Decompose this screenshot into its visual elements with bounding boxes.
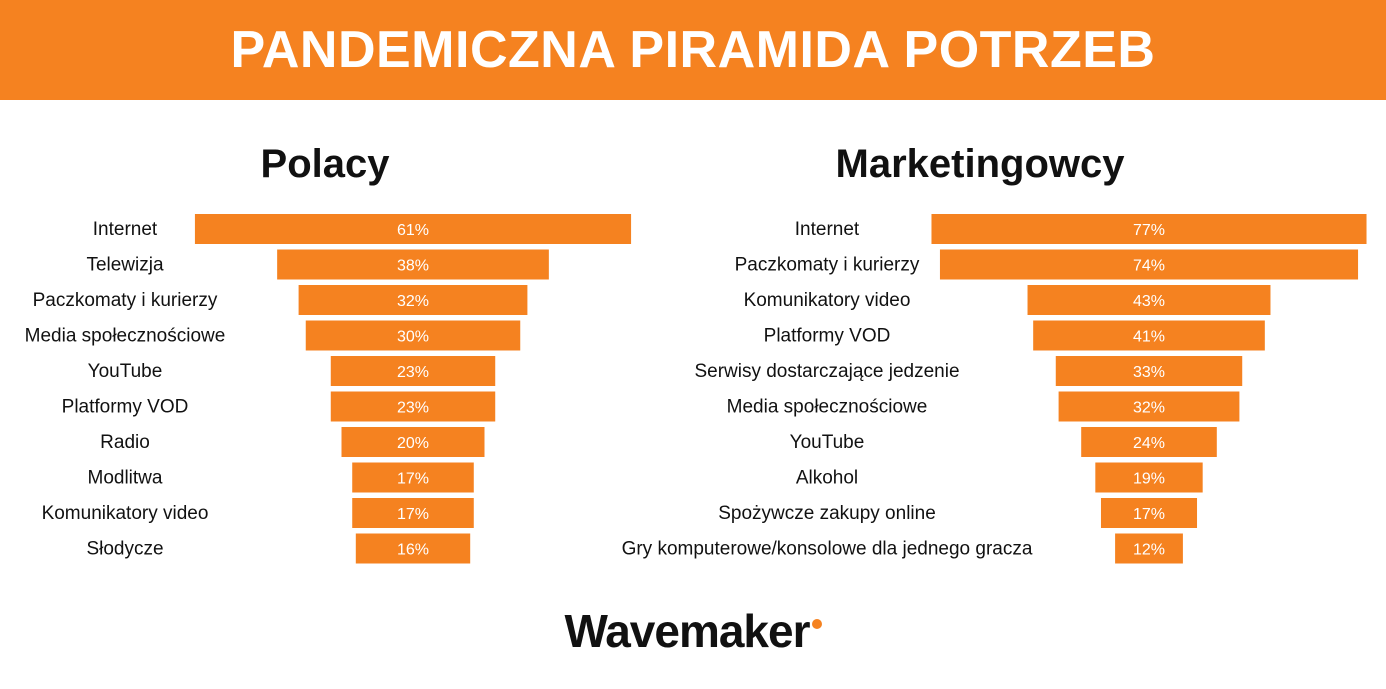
value-label-0-radio: 20% <box>397 435 429 452</box>
wavemaker-logo: Wavemaker <box>0 604 1386 658</box>
value-label-1-internet: 77% <box>1133 222 1165 239</box>
value-label-1-serwisy-dostarczaj-ce-jedzenie: 33% <box>1133 364 1165 381</box>
bar-1-alkohol <box>1095 462 1203 493</box>
category-label-1-platformy-vod: Platformy VOD <box>764 326 891 347</box>
header-banner: PANDEMICZNA PIRAMIDA POTRZEB <box>0 0 1386 100</box>
value-label-0-telewizja: 38% <box>397 258 429 275</box>
category-label-1-spo-ywcze-zakupy-online: Spożywcze zakupy online <box>718 503 936 524</box>
value-label-0-paczkomaty-i-kurierzy: 32% <box>397 293 429 310</box>
chart-title-polacy: Polacy <box>260 142 390 186</box>
bar-1-paczkomaty-i-kurierzy <box>939 249 1359 280</box>
value-label-0-komunikatory-video: 17% <box>397 506 429 523</box>
bar-0-media-spo-eczno-ciowe <box>305 320 521 351</box>
category-label-1-gry-komputerowe-konsolowe-dla-jednego-gracza: Gry komputerowe/konsolowe dla jednego gr… <box>622 539 1033 560</box>
category-label-0-modlitwa: Modlitwa <box>88 468 163 489</box>
category-label-1-komunikatory-video: Komunikatory video <box>744 290 911 311</box>
category-label-0-telewizja: Telewizja <box>86 255 164 276</box>
bar-0-komunikatory-video <box>352 498 474 528</box>
bar-0-s-odycze <box>355 533 471 564</box>
chart-title-marketingowcy: Marketingowcy <box>835 142 1125 186</box>
category-label-0-platformy-vod: Platformy VOD <box>62 397 189 418</box>
value-label-0-youtube: 23% <box>397 364 429 381</box>
value-label-1-youtube: 24% <box>1133 435 1165 452</box>
bar-1-gry-komputerowe-konsolowe-dla-jednego-gracza <box>1115 533 1183 564</box>
value-label-1-media-spo-eczno-ciowe: 32% <box>1133 400 1165 417</box>
value-label-1-alkohol: 19% <box>1133 471 1165 488</box>
value-label-0-platformy-vod: 23% <box>397 400 429 417</box>
bar-0-paczkomaty-i-kurierzy <box>298 285 528 315</box>
bar-0-internet <box>194 214 632 244</box>
category-label-1-paczkomaty-i-kurierzy: Paczkomaty i kurierzy <box>735 255 920 276</box>
bar-0-platformy-vod <box>330 391 496 422</box>
category-label-1-media-spo-eczno-ciowe: Media społecznościowe <box>727 397 928 418</box>
logo-dot-icon <box>811 619 822 629</box>
category-label-0-internet: Internet <box>93 219 158 240</box>
page-title: PANDEMICZNA PIRAMIDA POTRZEB <box>230 21 1156 79</box>
bar-0-modlitwa <box>352 462 474 493</box>
category-label-0-s-odycze: Słodycze <box>86 539 163 560</box>
category-label-1-youtube: YouTube <box>790 432 865 453</box>
value-label-1-paczkomaty-i-kurierzy: 74% <box>1133 258 1165 275</box>
brand-name: Wavemaker <box>564 605 810 657</box>
value-label-1-gry-komputerowe-konsolowe-dla-jednego-gracza: 12% <box>1133 542 1165 559</box>
category-label-1-internet: Internet <box>795 219 860 240</box>
category-label-0-media-spo-eczno-ciowe: Media społecznościowe <box>25 326 226 347</box>
category-label-0-paczkomaty-i-kurierzy: Paczkomaty i kurierzy <box>33 290 218 311</box>
bar-0-youtube <box>330 356 496 386</box>
bar-1-media-spo-eczno-ciowe <box>1058 391 1240 422</box>
value-label-1-spo-ywcze-zakupy-online: 17% <box>1133 506 1165 523</box>
category-label-1-serwisy-dostarczaj-ce-jedzenie: Serwisy dostarczające jedzenie <box>694 361 959 382</box>
value-label-0-internet: 61% <box>397 222 429 239</box>
bar-1-internet <box>931 214 1367 244</box>
value-label-0-modlitwa: 17% <box>397 471 429 488</box>
bar-1-komunikatory-video <box>1027 285 1271 315</box>
category-label-0-radio: Radio <box>100 432 150 453</box>
bar-1-youtube <box>1081 427 1217 457</box>
bar-1-platformy-vod <box>1033 320 1265 351</box>
bar-1-serwisy-dostarczaj-ce-jedzenie <box>1055 356 1243 386</box>
category-label-1-alkohol: Alkohol <box>796 468 858 489</box>
bar-0-telewizja <box>277 249 549 280</box>
value-label-1-komunikatory-video: 43% <box>1133 293 1165 310</box>
bar-0-radio <box>341 427 485 457</box>
value-label-0-media-spo-eczno-ciowe: 30% <box>397 329 429 346</box>
bar-1-spo-ywcze-zakupy-online <box>1100 498 1198 528</box>
value-label-0-s-odycze: 16% <box>397 542 429 559</box>
value-label-1-platformy-vod: 41% <box>1133 329 1165 346</box>
category-label-0-komunikatory-video: Komunikatory video <box>42 503 209 524</box>
category-label-0-youtube: YouTube <box>88 361 163 382</box>
